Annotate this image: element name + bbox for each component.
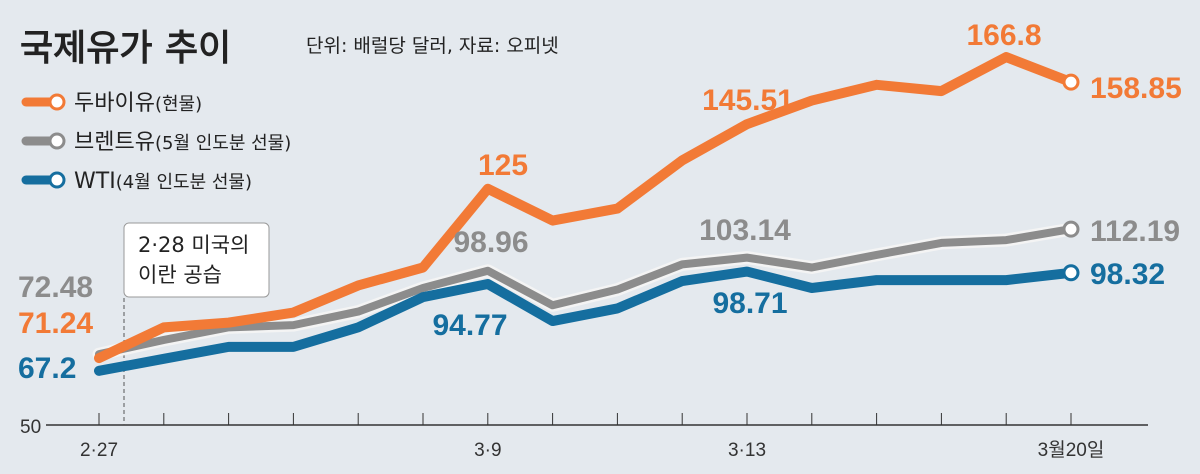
chart-subtitle: 단위: 배럴당 달러, 자료: 오피넷 xyxy=(306,35,559,57)
x-tick-label: 3·9 xyxy=(474,440,501,461)
x-tick-label: 2·27 xyxy=(80,440,118,461)
data-label: 112.19 xyxy=(1090,215,1180,248)
legend-name: 두바이유 xyxy=(74,91,155,116)
legend-marker xyxy=(48,93,66,111)
legend-marker xyxy=(48,132,66,150)
annotation-line1: 2·28 미국의 xyxy=(138,233,249,257)
legend-entry: 브렌트유(5월 인도분 선물) xyxy=(74,130,291,155)
data-label: 67.2 xyxy=(18,352,76,385)
legend: 두바이유(현물)브렌트유(5월 인도분 선물)WTI(4월 인도분 선물) xyxy=(21,91,291,194)
x-tick-label: 3월20일 xyxy=(1038,439,1105,461)
end-point-marker xyxy=(1062,220,1080,238)
data-label: 98.71 xyxy=(712,287,787,320)
data-label: 72.48 xyxy=(18,271,93,304)
data-label: 103.14 xyxy=(699,214,791,247)
end-point-marker xyxy=(1062,73,1080,91)
series-line-브렌트유 xyxy=(95,225,1075,359)
data-label: 98.96 xyxy=(453,226,528,259)
end-point-marker xyxy=(1062,264,1080,282)
chart-title: 국제유가 추이 xyxy=(20,28,231,69)
data-label: 145.51 xyxy=(702,84,794,117)
legend-suffix: (5월 인도분 선물) xyxy=(155,133,291,154)
legend-suffix: (4월 인도분 선물) xyxy=(116,172,252,193)
legend-name: WTI xyxy=(74,169,116,194)
legend-name: 브렌트유 xyxy=(74,130,155,155)
legend-entry: WTI(4월 인도분 선물) xyxy=(74,169,252,194)
x-tick-label: 3·13 xyxy=(728,440,766,461)
data-label: 158.85 xyxy=(1090,72,1182,105)
y-tick-label: 50 xyxy=(20,417,41,438)
series-line-두바이유 xyxy=(94,52,1076,364)
annotation-line2: 이란 공습 xyxy=(138,263,222,287)
data-label: 125 xyxy=(478,149,528,182)
annotation-box: 2·28 미국의 이란 공습 xyxy=(123,222,270,425)
data-label: 166.8 xyxy=(966,19,1041,52)
data-label: 94.77 xyxy=(432,309,507,342)
x-axis: 50 2·27 3·9 3·13 3월20일 xyxy=(20,413,1148,461)
legend-suffix: (현물) xyxy=(155,94,202,115)
legend-marker xyxy=(48,171,66,189)
legend-entry: 두바이유(현물) xyxy=(74,91,202,116)
data-label: 71.24 xyxy=(18,307,93,340)
annotation-rect xyxy=(123,222,270,298)
data-label: 98.32 xyxy=(1090,258,1165,291)
series-line-WTI xyxy=(94,266,1076,376)
